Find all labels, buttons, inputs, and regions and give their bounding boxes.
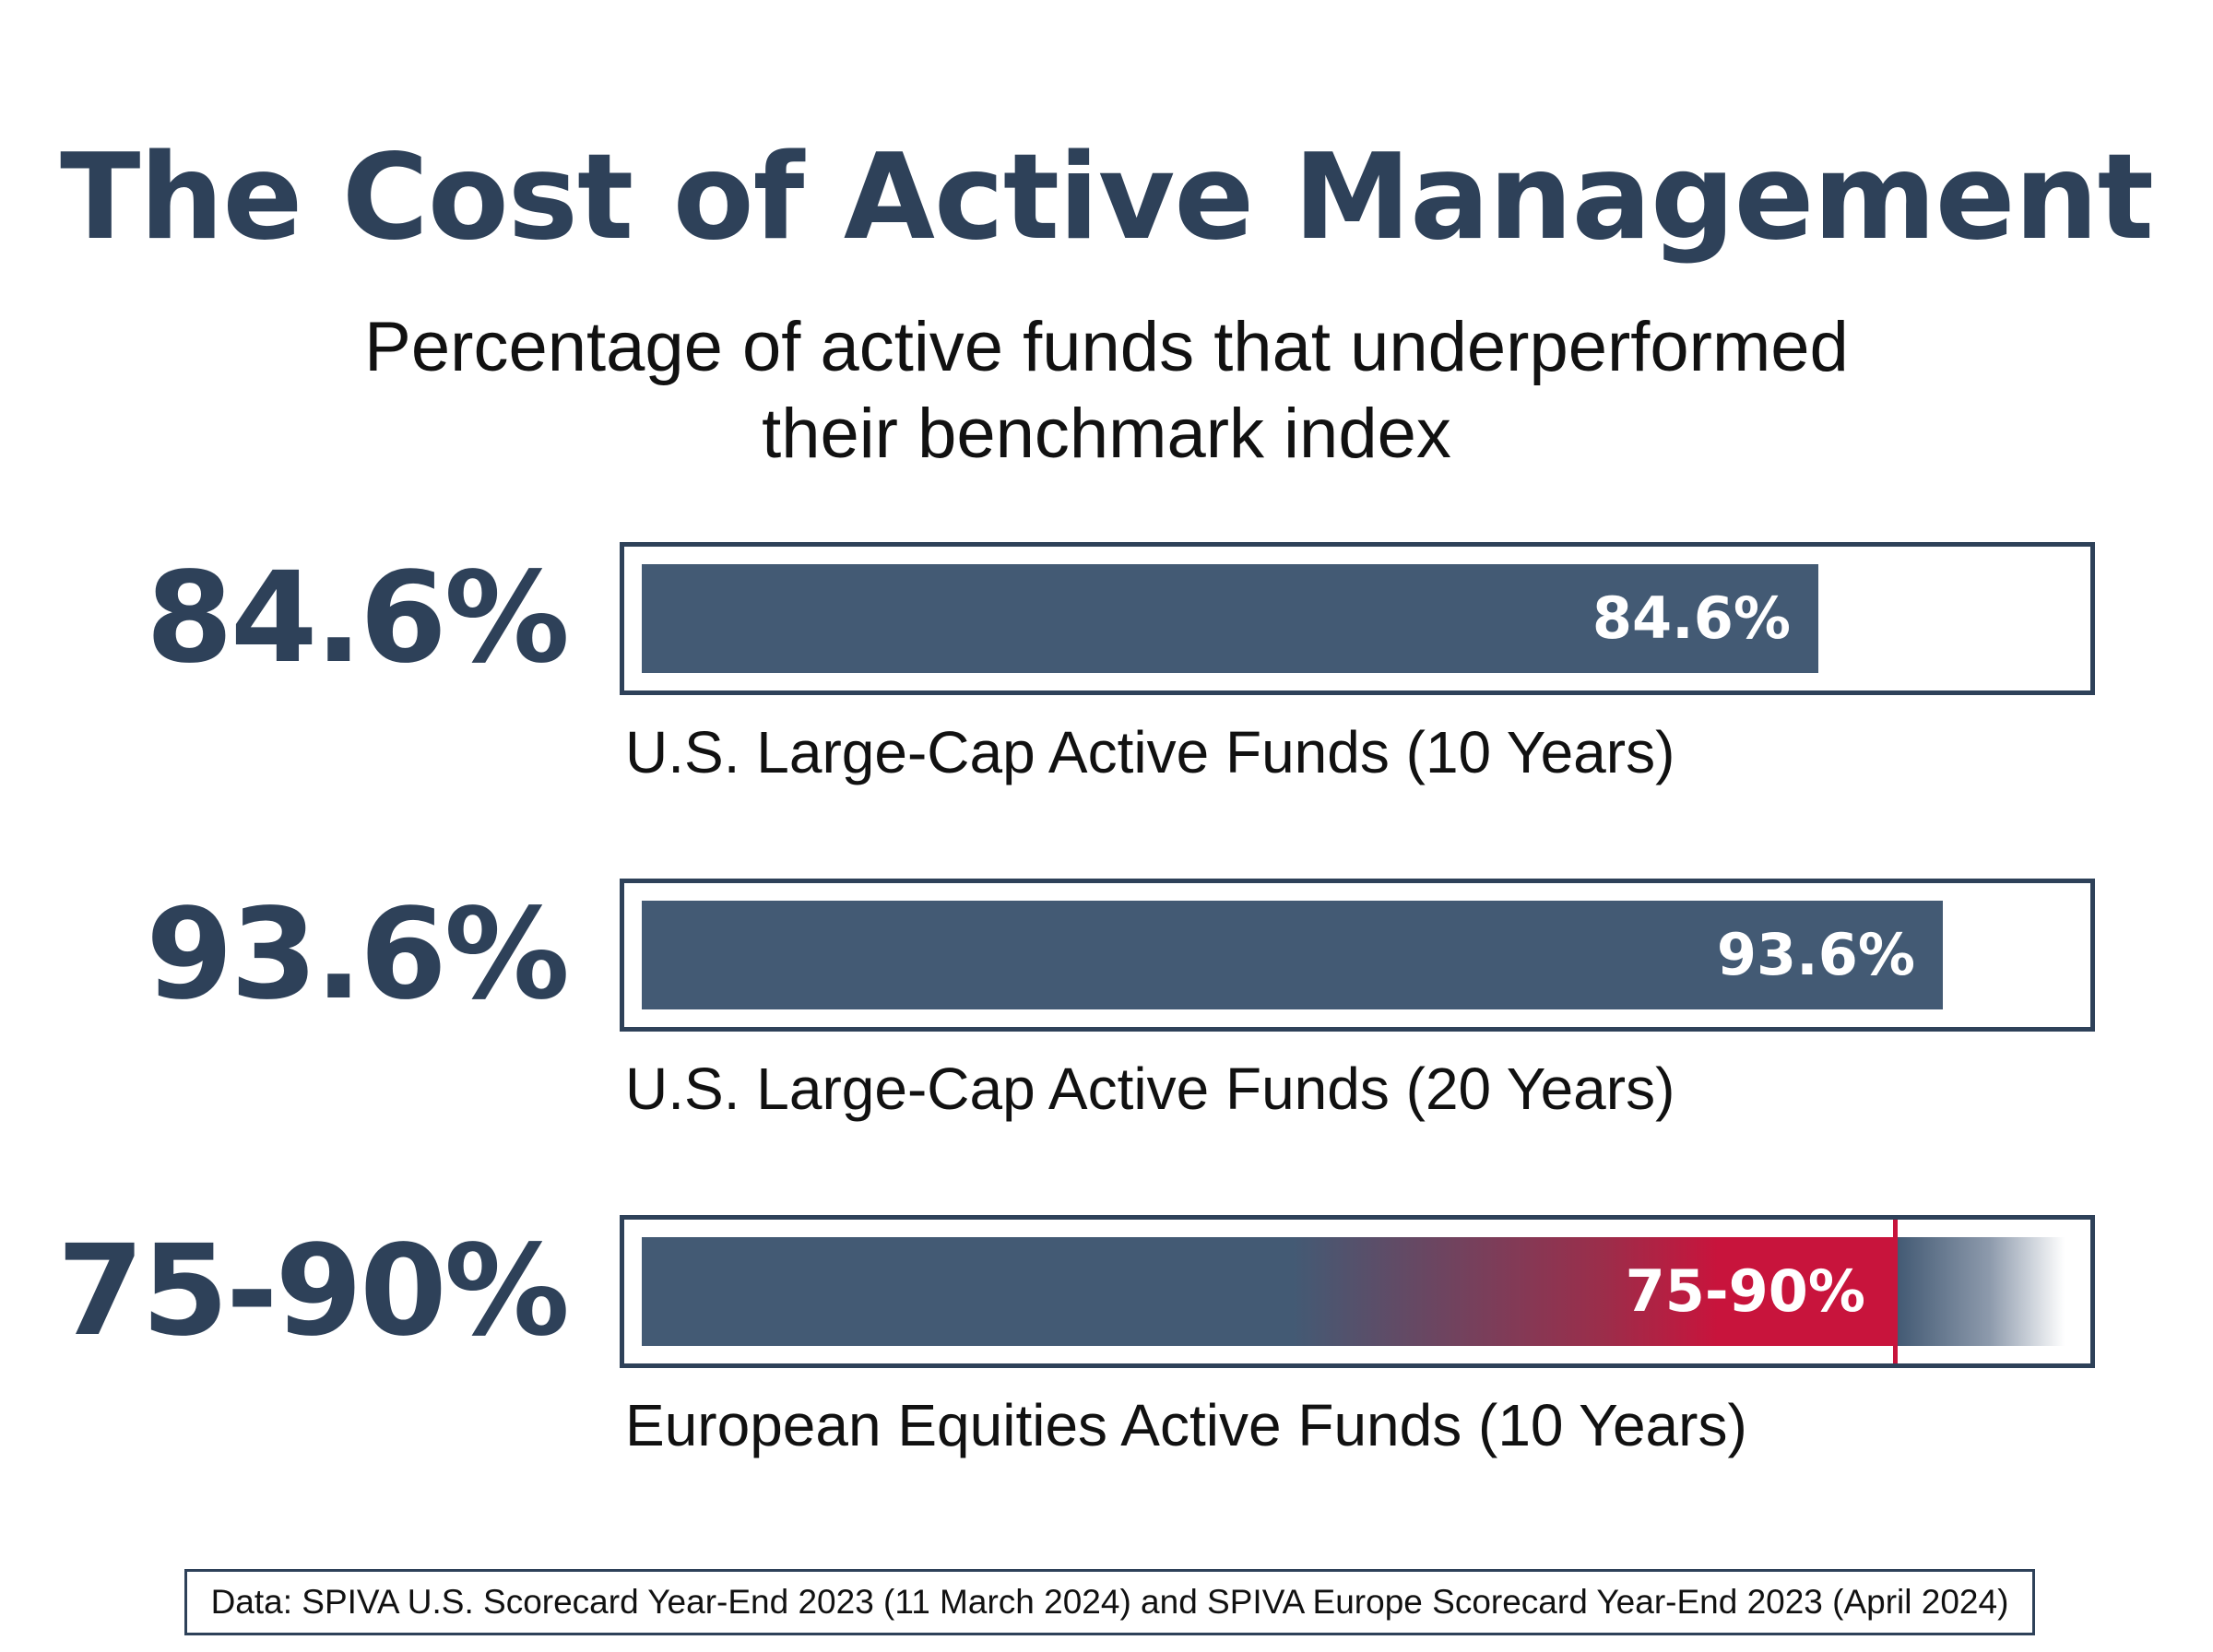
- chart-subtitle: Percentage of active funds that underper…: [0, 304, 2213, 478]
- big-value-us-10y: 84.6%: [146, 546, 570, 691]
- range-fade: [1898, 1237, 2065, 1346]
- bar-value-label-us-10y: 84.6%: [1592, 584, 1791, 652]
- chart-title: The Cost of Active Management: [60, 129, 2154, 266]
- bar-value-label-us-20y: 93.6%: [1716, 921, 1915, 988]
- big-value-europe-10y: 75-90%: [56, 1219, 570, 1364]
- bar-us-20y: 93.6%: [642, 901, 1943, 1009]
- subtitle-line-2: their benchmark index: [762, 395, 1451, 473]
- source-note: Data: SPIVA U.S. Scorecard Year-End 2023…: [184, 1569, 2035, 1635]
- bar-row-us-20y: 93.6% 93.6% U.S. Large-Cap Active Funds …: [0, 879, 2213, 1155]
- bar-value-label-europe-10y: 75-90%: [1625, 1257, 1865, 1325]
- bar-row-europe-10y: 75-90% 75-90% European Equities Active F…: [0, 1215, 2213, 1492]
- category-label-us-20y: U.S. Large-Cap Active Funds (20 Years): [625, 1056, 1675, 1122]
- category-label-europe-10y: European Equities Active Funds (10 Years…: [625, 1392, 1747, 1458]
- bar-us-10y: 84.6%: [642, 564, 1818, 673]
- big-value-us-20y: 93.6%: [146, 882, 570, 1028]
- bar-row-us-10y: 84.6% 84.6% U.S. Large-Cap Active Funds …: [0, 542, 2213, 819]
- bar-frame-us-10y: 84.6%: [620, 542, 2095, 695]
- category-label-us-10y: U.S. Large-Cap Active Funds (10 Years): [625, 719, 1675, 785]
- bar-frame-us-20y: 93.6%: [620, 879, 2095, 1032]
- bar-frame-europe-10y: 75-90%: [620, 1215, 2095, 1368]
- range-end-marker: [1893, 1220, 1898, 1363]
- subtitle-line-1: Percentage of active funds that underper…: [364, 308, 1849, 386]
- bar-europe-10y: 75-90%: [642, 1237, 1893, 1346]
